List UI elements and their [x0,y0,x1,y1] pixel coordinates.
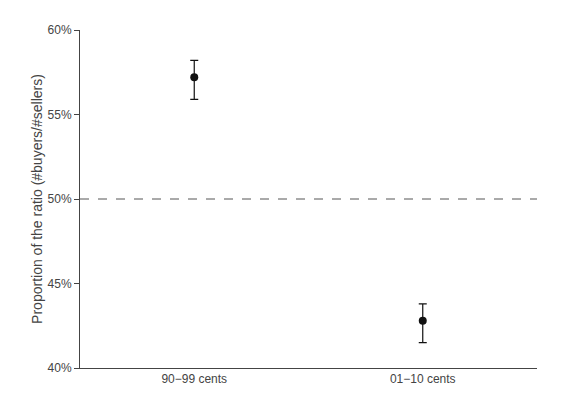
svg-text:40%: 40% [48,361,72,375]
svg-text:60%: 60% [48,23,72,37]
svg-text:45%: 45% [48,277,72,291]
svg-text:50%: 50% [48,192,72,206]
svg-text:Proportion of the ratio (#buye: Proportion of the ratio (#buyers/#seller… [29,74,45,324]
svg-text:90−99 cents: 90−99 cents [161,372,227,386]
svg-text:55%: 55% [48,108,72,122]
svg-text:01−10 cents: 01−10 cents [390,372,456,386]
